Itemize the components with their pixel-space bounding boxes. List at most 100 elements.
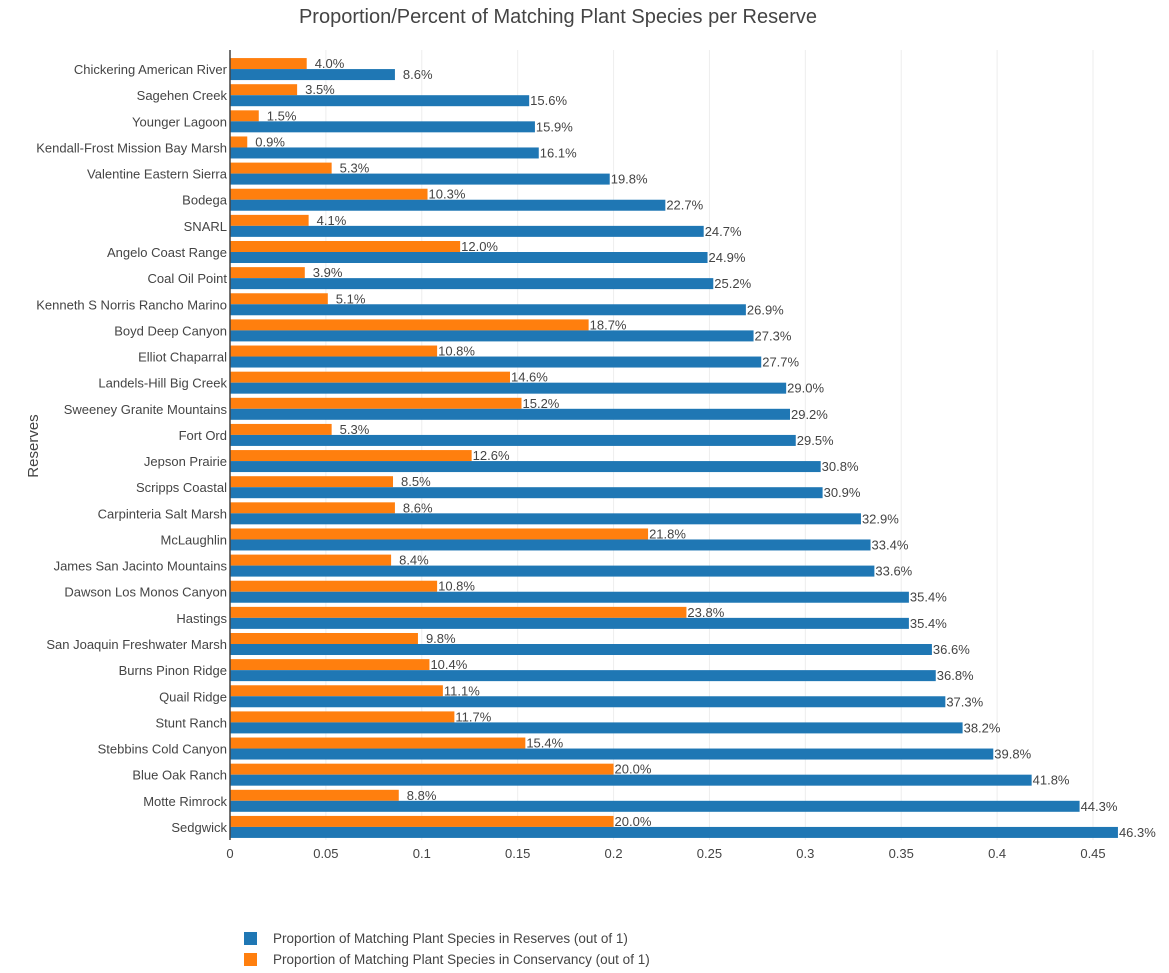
data-labels: 4.0% 8.6% 3.5% 15.6% 1.5% 15.9% 0.9% 16.1% 5.3% 1… (255, 56, 1156, 840)
data-label-reserves: 24.7% (705, 224, 742, 239)
chart-title: Proportion/Percent of Matching Plant Spe… (298, 6, 818, 28)
bar-conservancy (230, 711, 455, 723)
y-tick-label: Sweeney Granite Mountains (64, 402, 228, 417)
bar-reserves (230, 69, 395, 81)
bar-reserves (230, 252, 708, 263)
bar-reserves (230, 513, 861, 525)
data-label-conservancy: 21.8% (649, 526, 686, 541)
y-tick-label: Younger Lagoon (132, 114, 227, 129)
bar-conservancy (230, 397, 522, 409)
bar-conservancy (230, 606, 687, 618)
bar-conservancy (230, 502, 395, 514)
data-label-reserves: 35.4% (910, 590, 947, 605)
bar-conservancy (230, 84, 298, 96)
bar-reserves (230, 304, 746, 316)
bar-reserves (230, 461, 821, 473)
y-tick-label: Bodega (182, 193, 228, 208)
bar-reserves (230, 644, 932, 655)
data-label-conservancy: 15.2% (523, 396, 560, 411)
bar-reserves (230, 591, 909, 603)
data-label-conservancy: 12.6% (473, 448, 510, 463)
data-label-conservancy: 3.5% (305, 82, 335, 97)
data-label-reserves: 8.6% (403, 67, 433, 82)
data-label-reserves: 36.6% (933, 642, 970, 657)
y-tick-label: Sagehen Creek (137, 88, 228, 103)
legend: Proportion of Matching Plant Species in … (244, 928, 650, 970)
data-label-reserves: 25.2% (714, 276, 751, 291)
data-label-reserves: 35.4% (910, 616, 947, 631)
y-tick-label: Angelo Coast Range (107, 245, 227, 260)
bar-reserves (230, 330, 754, 342)
data-label-reserves: 37.3% (946, 694, 983, 709)
data-label-reserves: 38.2% (964, 720, 1001, 735)
bar-conservancy (230, 789, 399, 801)
data-label-reserves: 16.1% (540, 145, 577, 160)
y-tick-label: Blue Oak Ranch (132, 768, 227, 783)
data-label-conservancy: 10.4% (430, 657, 467, 672)
y-tick-label: SNARL (184, 219, 227, 234)
data-label-conservancy: 8.6% (403, 500, 433, 515)
legend-item-conservancy[interactable]: Proportion of Matching Plant Species in … (244, 949, 650, 970)
y-tick-label: Kenneth S Norris Rancho Marino (36, 297, 227, 312)
data-label-conservancy: 10.8% (438, 579, 475, 594)
y-tick-label: Scripps Coastal (136, 480, 227, 495)
bar-conservancy (230, 815, 614, 827)
bar-reserves (230, 748, 994, 760)
y-tick-label: San Joaquin Freshwater Marsh (46, 637, 227, 652)
legend-label-reserves: Proportion of Matching Plant Species in … (273, 931, 628, 946)
axes: 0 0.05 0.1 0.15 0.2 0.25 0.3 0.35 0.4 0.45 Chicker… (36, 50, 1106, 861)
data-label-reserves: 36.8% (937, 668, 974, 683)
data-label-conservancy: 4.0% (315, 56, 345, 71)
data-label-conservancy: 5.3% (340, 422, 370, 437)
data-label-reserves: 46.3% (1119, 825, 1156, 840)
bar-reserves (230, 696, 946, 708)
legend-swatch-conservancy (244, 953, 257, 966)
data-label-reserves: 44.3% (1081, 799, 1118, 814)
data-label-conservancy: 10.3% (429, 187, 466, 202)
legend-item-reserves[interactable]: Proportion of Matching Plant Species in … (244, 928, 650, 949)
bar-conservancy (230, 659, 430, 671)
y-tick-label: Burns Pinon Ridge (119, 663, 227, 678)
x-tick-label: 0.05 (313, 846, 338, 861)
data-label-conservancy: 15.4% (526, 736, 563, 751)
data-label-reserves: 30.8% (822, 459, 859, 474)
bar-reserves (230, 617, 909, 629)
bar-reserves (230, 774, 1032, 786)
bar-reserves (230, 670, 936, 682)
bar-conservancy (230, 737, 526, 749)
bar-reserves (230, 147, 539, 159)
y-tick-label: Stebbins Cold Canyon (98, 742, 227, 757)
data-label-conservancy: 11.7% (455, 709, 491, 724)
y-tick-label: Motte Rimrock (143, 794, 227, 809)
bar-conservancy (230, 214, 309, 226)
data-label-reserves: 15.6% (530, 93, 567, 108)
data-label-reserves: 39.8% (994, 747, 1031, 762)
bar-conservancy (230, 371, 510, 383)
data-label-conservancy: 12.0% (461, 239, 498, 254)
bars (230, 58, 1118, 838)
bar-conservancy (230, 528, 649, 540)
data-label-reserves: 32.9% (862, 511, 899, 526)
x-tick-label: 0.35 (889, 846, 914, 861)
x-tick-label: 0.15 (505, 846, 530, 861)
bar-reserves (230, 434, 796, 446)
x-tick-label: 0.2 (605, 846, 623, 861)
data-label-reserves: 26.9% (747, 302, 784, 317)
data-label-conservancy: 20.0% (615, 814, 652, 829)
bar-reserves (230, 225, 704, 237)
data-label-conservancy: 10.8% (438, 344, 475, 359)
bar-reserves (230, 382, 787, 394)
data-label-conservancy: 4.1% (317, 213, 347, 228)
bar-conservancy (230, 293, 328, 305)
bar-conservancy (230, 162, 332, 174)
y-tick-label: Landels-Hill Big Creek (98, 376, 227, 391)
data-label-conservancy: 9.8% (426, 631, 456, 646)
bar-reserves (230, 95, 530, 107)
data-label-reserves: 29.2% (791, 407, 828, 422)
bar-conservancy (230, 633, 418, 644)
bar-conservancy (230, 580, 438, 592)
bar-reserves (230, 487, 823, 499)
y-tick-label: Sedgwick (171, 820, 227, 835)
bar-reserves (230, 173, 610, 185)
data-label-reserves: 27.7% (762, 355, 799, 370)
